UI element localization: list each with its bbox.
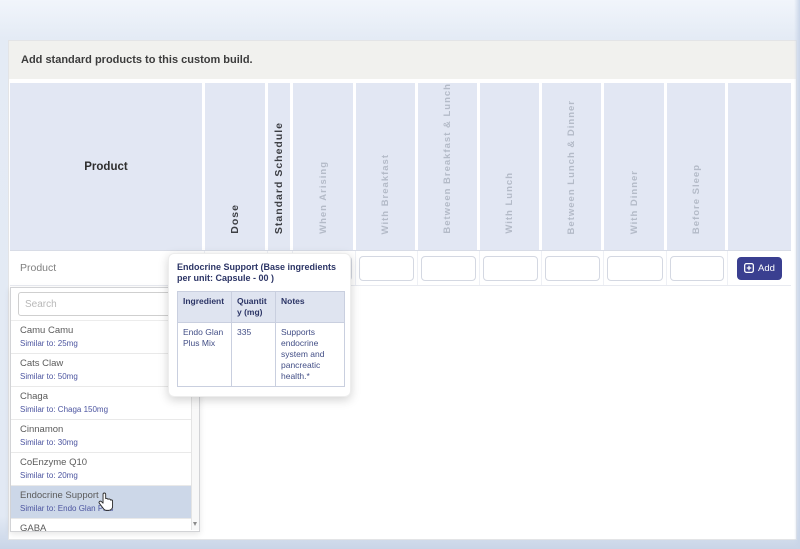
column-header-between-lunch-dinner: Between Lunch & Dinner <box>542 83 604 250</box>
add-cell: Add <box>728 251 791 285</box>
dropdown-scrollbar[interactable] <box>191 321 199 530</box>
ingredient-cell: Endo Glan Plus Mix <box>177 322 232 387</box>
before-sleep-cell <box>667 251 728 285</box>
column-header-with-lunch: With Lunch <box>480 83 542 250</box>
item-title: Camu Camu <box>20 325 74 336</box>
dropdown-search-wrap <box>11 288 199 321</box>
table-header-row: Product Dose Standard Schedule When Aris… <box>10 83 791 250</box>
column-label: Between Lunch & Dinner <box>566 99 577 234</box>
before-sleep-input[interactable] <box>670 255 724 281</box>
with-breakfast-cell <box>356 251 418 285</box>
item-title: Cats Claw <box>20 358 64 369</box>
column-label: With Lunch <box>504 172 515 234</box>
column-label: With Dinner <box>628 169 640 234</box>
between-breakfast-lunch-cell <box>418 251 480 285</box>
table-row: Endo Glan Plus Mix 335 Supports endocrin… <box>177 322 345 387</box>
ingredient-header: Ingredient <box>177 291 232 323</box>
panel-title: Add standard products to this custom bui… <box>21 54 253 66</box>
column-header-with-breakfast: With Breakfast <box>356 83 418 250</box>
plus-square-icon <box>744 263 755 273</box>
item-subtitle: Similar to: Chaga 150mg <box>20 405 109 414</box>
list-item-cats-claw[interactable]: Cats Claw Similar to: 50mg <box>11 354 199 387</box>
window-edge-shade <box>794 0 800 549</box>
list-item-chaga[interactable]: Chaga Similar to: Chaga 150mg <box>11 387 199 420</box>
add-button[interactable]: Add <box>737 256 782 280</box>
list-item-gaba[interactable]: GABA Similar to: 50mg <box>11 519 199 532</box>
item-subtitle: Similar to: 25mg <box>20 339 78 348</box>
column-label: Product <box>84 160 128 173</box>
custom-build-panel: Add standard products to this custom bui… <box>8 40 797 540</box>
column-header-with-dinner: With Dinner <box>604 83 667 250</box>
product-entry-row: Product <box>10 250 791 286</box>
ingredient-popover: Endocrine Support (Base ingredients per … <box>168 253 351 397</box>
with-lunch-input[interactable] <box>483 255 538 281</box>
with-lunch-cell <box>480 251 542 285</box>
item-subtitle: Similar to: 30mg <box>20 438 78 447</box>
with-dinner-cell <box>604 251 667 285</box>
column-label: With Breakfast <box>380 153 391 234</box>
item-title: CoEnzyme Q10 <box>20 457 88 468</box>
notes-header: Notes <box>275 291 345 323</box>
between-lunch-dinner-cell <box>542 251 604 285</box>
item-subtitle: Similar to: Endo Glan Plus <box>20 504 114 513</box>
between-lunch-dinner-input[interactable] <box>545 255 600 281</box>
item-title: GABA <box>20 523 47 532</box>
product-combobox[interactable]: Product <box>20 262 57 274</box>
column-label: Before Sleep <box>690 163 702 234</box>
quantity-cell: 335 <box>231 322 276 387</box>
item-subtitle: Similar to: 20mg <box>20 471 78 480</box>
notes-cell: Supports endocrine system and pancreatic… <box>275 322 345 387</box>
ingredient-table-header-row: Ingredient Quantity (mg) Notes <box>177 291 345 323</box>
column-header-before-sleep: Before Sleep <box>667 83 728 250</box>
list-item-coenzyme-q10[interactable]: CoEnzyme Q10 Similar to: 20mg <box>11 453 199 486</box>
item-title: Chaga <box>20 391 48 402</box>
with-breakfast-input[interactable] <box>359 255 414 281</box>
search-input[interactable] <box>18 292 192 316</box>
column-header-actions <box>728 83 791 250</box>
quantity-header: Quantity (mg) <box>231 291 276 323</box>
chevron-down-icon[interactable] <box>193 522 197 526</box>
column-header-when-arising: When Arising <box>293 83 356 250</box>
item-title: Endocrine Support <box>20 490 99 501</box>
column-label: Between Breakfast & Lunch <box>442 83 453 234</box>
between-breakfast-lunch-input[interactable] <box>421 255 476 281</box>
column-label: Standard Schedule <box>273 121 285 234</box>
popover-title: Endocrine Support (Base ingredients per … <box>177 262 337 283</box>
column-label: When Arising <box>317 161 329 234</box>
item-subtitle: Similar to: 50mg <box>20 372 78 381</box>
column-header-between-breakfast-lunch: Between Breakfast & Lunch <box>418 83 480 250</box>
add-button-label: Add <box>758 262 775 274</box>
item-title: Cinnamon <box>20 424 64 435</box>
ingredient-table: Ingredient Quantity (mg) Notes Endo Glan… <box>177 291 345 387</box>
list-item-endocrine-support[interactable]: Endocrine Support Similar to: Endo Glan … <box>11 486 199 519</box>
column-label: Dose <box>229 204 241 234</box>
column-header-standard-schedule: Standard Schedule <box>268 83 293 250</box>
column-header-product: Product <box>10 83 205 250</box>
panel-header: Add standard products to this custom bui… <box>9 41 796 79</box>
column-header-dose: Dose <box>205 83 268 250</box>
list-item-cinnamon[interactable]: Cinnamon Similar to: 30mg <box>11 420 199 453</box>
with-dinner-input[interactable] <box>607 255 663 281</box>
list-item-camu-camu[interactable]: Camu Camu Similar to: 25mg <box>11 321 199 354</box>
